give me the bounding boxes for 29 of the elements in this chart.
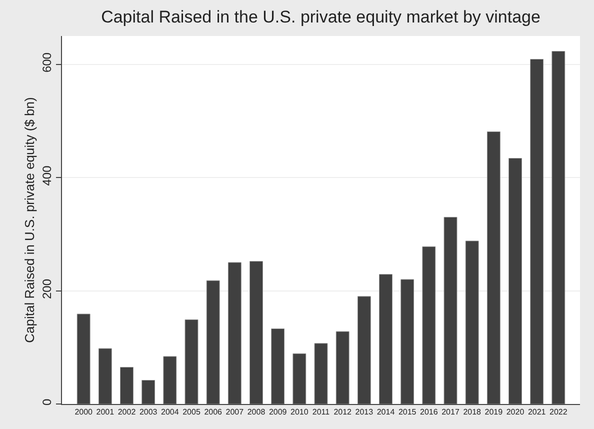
- x-tick-label: 2022: [550, 408, 568, 417]
- x-tick-label: 2020: [506, 408, 525, 417]
- x-tick-label: 2011: [312, 408, 330, 417]
- x-tick-label: 2006: [204, 408, 223, 417]
- x-tick-label: 2012: [334, 408, 352, 417]
- x-tick-label: 2013: [355, 408, 374, 417]
- x-tick-label: 2017: [442, 408, 460, 417]
- x-tick-label: 2005: [182, 408, 201, 417]
- x-tick-label: 2019: [484, 408, 504, 417]
- y-axis-title: Capital Raised in U.S. private equity ($ bn): [22, 97, 38, 343]
- x-tick-label: 2002: [118, 408, 136, 417]
- x-tick-label: 2004: [161, 408, 180, 417]
- y-tick-label: 0: [40, 398, 54, 406]
- x-tick-label: 2015: [398, 408, 417, 417]
- x-tick-label: 2010: [290, 408, 309, 417]
- x-tick-label: 2009: [268, 408, 288, 417]
- x-tick-label: 2003: [139, 408, 158, 417]
- x-tick-label: 2021: [528, 408, 546, 417]
- x-tick-label: 2018: [463, 408, 482, 417]
- x-tick-label: 2008: [247, 408, 266, 417]
- y-tick-label: 600: [40, 52, 54, 73]
- chart-title: Capital Raised in the U.S. private equity market by vintage: [101, 8, 540, 27]
- x-tick-label: 2016: [420, 408, 438, 417]
- y-tick-label: 200: [40, 278, 54, 299]
- y-tick-label: 400: [40, 165, 54, 186]
- x-tick-label: 2000: [74, 408, 94, 417]
- x-tick-label: 2001: [96, 408, 115, 417]
- x-tick-label: 2014: [376, 408, 396, 417]
- x-tick-label: 2007: [226, 408, 244, 417]
